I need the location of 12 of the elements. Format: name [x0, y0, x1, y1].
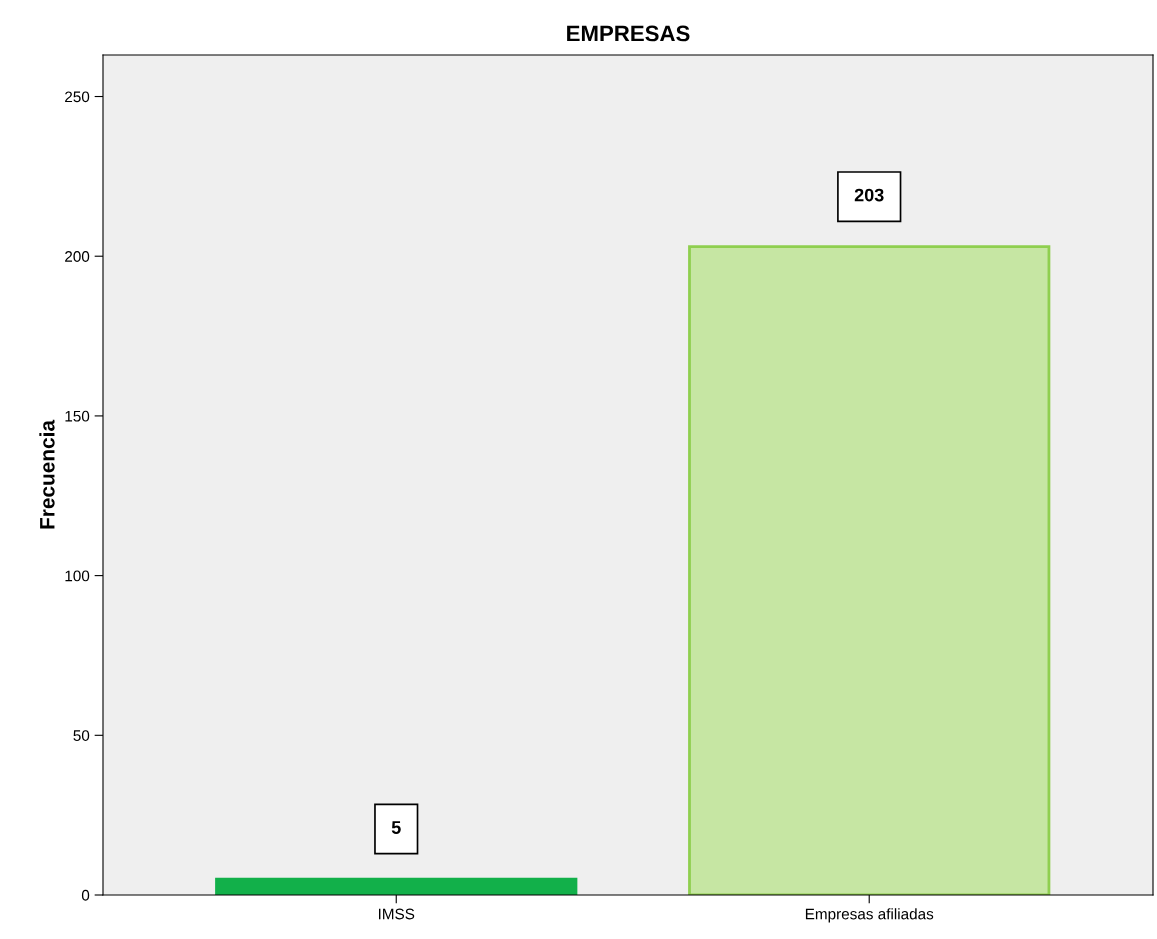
y-tick-label: 150 [65, 410, 90, 422]
y-tick-label: 0 [81, 889, 90, 901]
data-label: 203 [854, 188, 884, 202]
x-tick-label: Empresas afiliadas [805, 908, 934, 923]
chart-title: EMPRESAS [567, 25, 690, 42]
x-tick-label: IMSS [378, 908, 415, 920]
y-tick-label: 200 [65, 251, 90, 262]
y-tick-label: 250 [65, 91, 90, 103]
y-tick-label: 50 [73, 730, 90, 741]
y-tick-label: 100 [65, 570, 90, 582]
data-label: 5 [391, 821, 401, 834]
y-axis-title: Frecuencia [39, 419, 55, 529]
